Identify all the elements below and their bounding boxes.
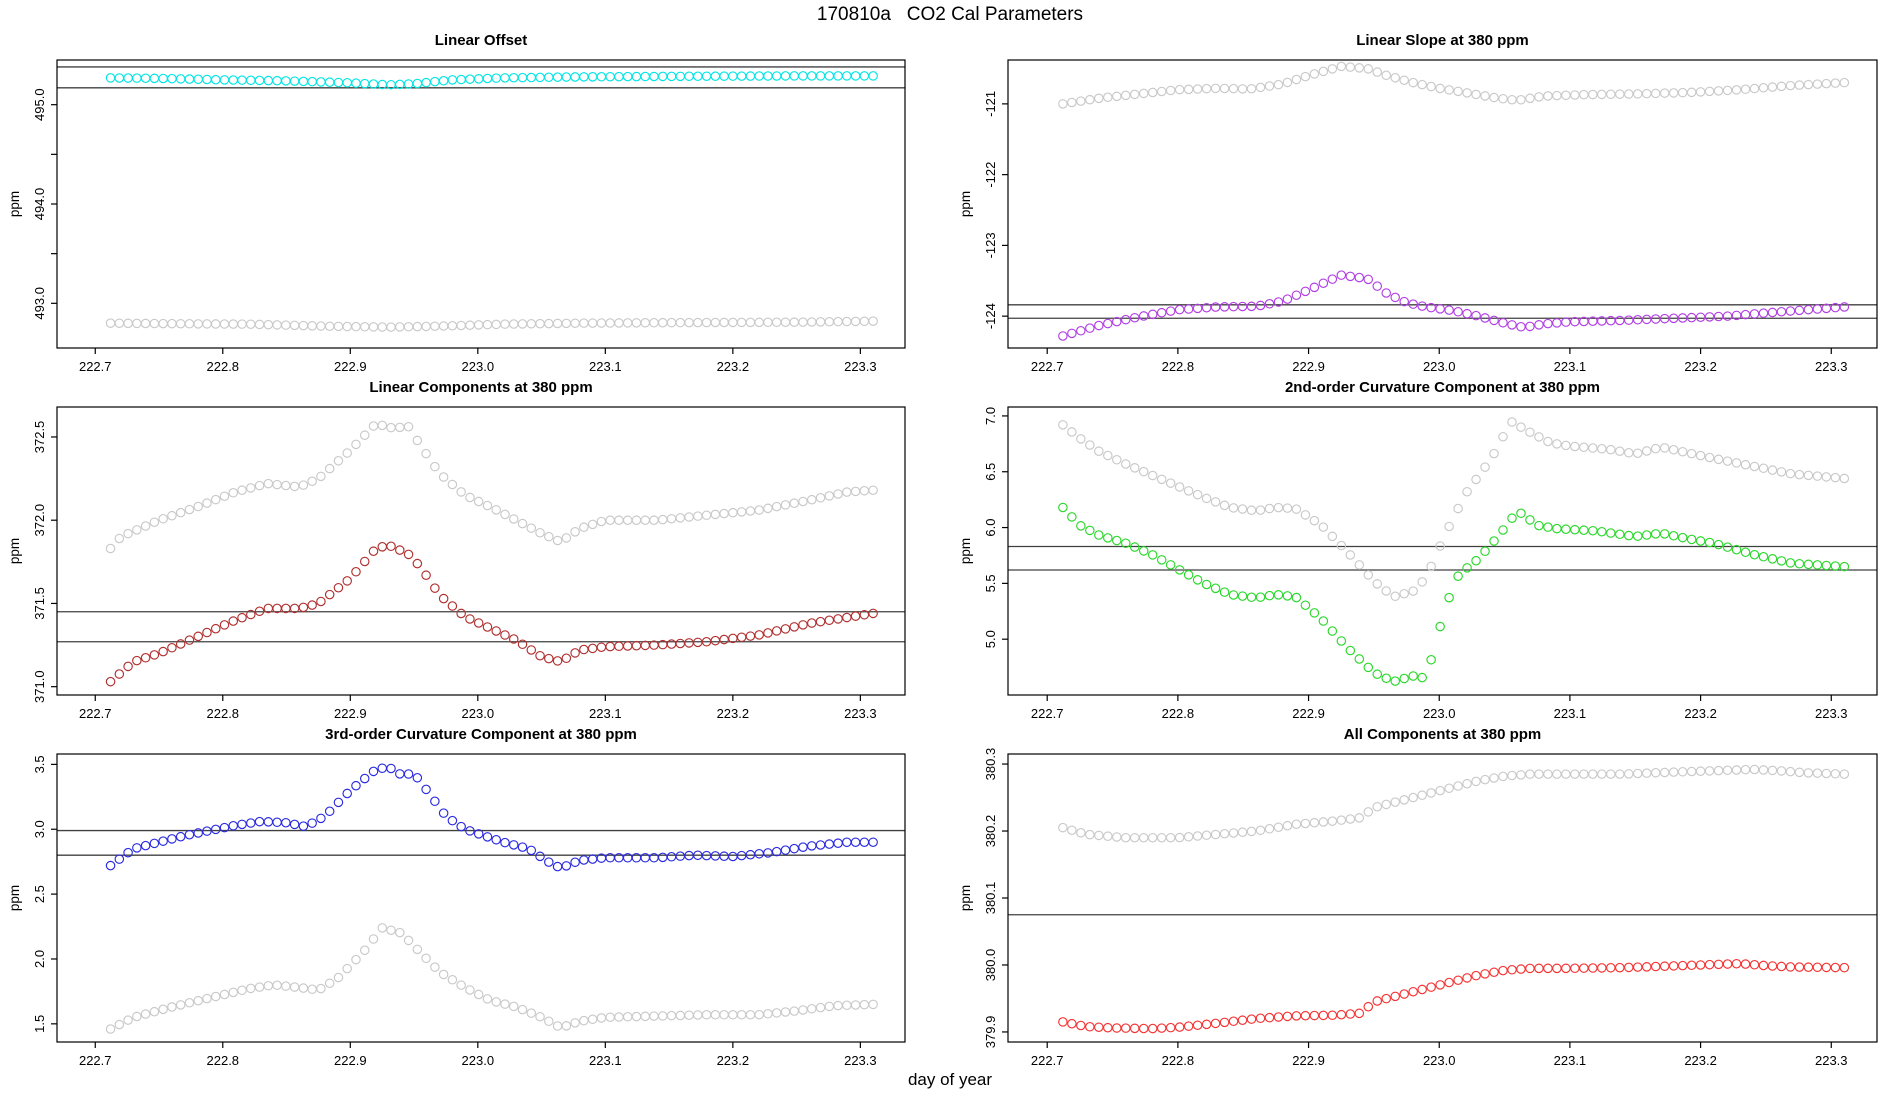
svg-text:ppm: ppm [7,885,22,911]
svg-text:223.0: 223.0 [1423,359,1456,374]
svg-text:223.2: 223.2 [1684,359,1717,374]
panel-title: Linear Slope at 380 ppm [1356,32,1529,49]
svg-text:2.5: 2.5 [32,885,47,903]
linear-offset-chart: 222.7 222.8 222.9 223.0 223.1 223.2 223.3 493.0… [7,59,906,374]
svg-text:380.2: 380.2 [983,815,998,848]
svg-text:6.5: 6.5 [983,463,998,481]
svg-text:223.2: 223.2 [1684,706,1717,721]
svg-text:222.9: 222.9 [1292,1053,1325,1068]
svg-text:222.9: 222.9 [334,706,367,721]
svg-text:223.1: 223.1 [589,359,622,374]
svg-text:ppm: ppm [958,885,973,911]
svg-text:222.7: 222.7 [1031,359,1064,374]
panel-title: Linear Offset [434,32,528,49]
linear-slope-chart: 222.7 222.8 222.9 223.0 223.1 223.2 223.3 -124 -… [958,59,1878,374]
svg-text:223.0: 223.0 [462,706,495,721]
svg-text:223.2: 223.2 [717,359,750,374]
svg-text:223.3: 223.3 [1815,1053,1848,1068]
panel-title: Linear Components at 380 ppm [369,379,593,396]
svg-text:3.0: 3.0 [32,820,47,838]
svg-text:2.0: 2.0 [32,950,47,968]
figure-title: 170810a CO2 Cal Parameters [816,4,1084,25]
svg-text:223.0: 223.0 [462,1053,495,1068]
panel-2nd-order-curvature: 2nd-order Curvature Component at 380 ppm… [935,377,1895,729]
svg-text:380.0: 380.0 [983,949,998,982]
svg-text:371.5: 371.5 [32,587,47,620]
third-order-curvature-chart: 222.7 222.8 222.9 223.0 223.1 223.2 223.3 1.5 2.… [7,753,906,1068]
panel-title: 2nd-order Curvature Component at 380 ppm [1284,379,1601,396]
svg-text:222.7: 222.7 [1031,1053,1064,1068]
panel-linear-slope: Linear Slope at 380 ppm 222.7 222.8 222.9 2… [935,30,1895,382]
svg-text:493.0: 493.0 [32,287,47,320]
svg-text:223.2: 223.2 [717,1053,750,1068]
svg-text:223.1: 223.1 [589,1053,622,1068]
svg-text:ppm: ppm [958,538,973,564]
svg-text:-124: -124 [983,303,998,329]
svg-text:223.0: 223.0 [462,359,495,374]
linear-components-chart: 222.7 222.8 222.9 223.0 223.1 223.2 223.3 371.0… [7,406,906,721]
svg-text:222.8: 222.8 [207,706,240,721]
svg-text:1.5: 1.5 [32,1015,47,1033]
svg-text:5.0: 5.0 [983,630,998,648]
svg-text:371.0: 371.0 [32,670,47,703]
svg-text:223.3: 223.3 [844,1053,877,1068]
svg-text:222.8: 222.8 [1162,359,1195,374]
svg-text:223.0: 223.0 [1423,1053,1456,1068]
svg-text:223.1: 223.1 [1554,706,1587,721]
svg-text:222.7: 222.7 [79,1053,112,1068]
svg-text:372.5: 372.5 [32,421,47,454]
svg-text:222.8: 222.8 [1162,706,1195,721]
svg-text:223.3: 223.3 [1815,359,1848,374]
panel-linear-components: Linear Components at 380 ppm 222.7 222.8 2… [0,377,940,729]
svg-text:494.0: 494.0 [32,188,47,221]
second-order-curvature-chart: 222.7 222.8 222.9 223.0 223.1 223.2 223.3 5.0 5.… [958,406,1878,721]
svg-text:ppm: ppm [7,191,22,217]
svg-text:223.3: 223.3 [844,359,877,374]
svg-text:222.8: 222.8 [207,1053,240,1068]
svg-text:7.0: 7.0 [983,407,998,425]
svg-text:6.0: 6.0 [983,519,998,537]
svg-text:ppm: ppm [958,191,973,217]
svg-text:-123: -123 [983,232,998,258]
svg-text:223.3: 223.3 [1815,706,1848,721]
svg-text:222.9: 222.9 [334,1053,367,1068]
svg-text:223.3: 223.3 [844,706,877,721]
svg-text:222.9: 222.9 [1292,359,1325,374]
panel-title: All Components at 380 ppm [1343,726,1542,743]
panel-3rd-order-curvature: 3rd-order Curvature Component at 380 ppm… [0,724,940,1076]
panel-linear-offset: Linear Offset 222.7 222.8 222.9 223.0 223.1 2… [0,30,940,382]
svg-text:3.5: 3.5 [32,755,47,773]
x-axis-label: day of year [907,1070,993,1089]
svg-text:ppm: ppm [7,538,22,564]
svg-text:222.8: 222.8 [1162,1053,1195,1068]
svg-text:222.7: 222.7 [79,359,112,374]
svg-text:223.0: 223.0 [1423,706,1456,721]
svg-text:222.8: 222.8 [207,359,240,374]
svg-text:-122: -122 [983,162,998,188]
svg-text:495.0: 495.0 [32,88,47,121]
svg-text:380.3: 380.3 [983,748,998,781]
svg-text:223.2: 223.2 [1684,1053,1717,1068]
svg-text:223.1: 223.1 [589,706,622,721]
svg-text:380.1: 380.1 [983,882,998,915]
svg-text:223.1: 223.1 [1554,359,1587,374]
svg-text:222.7: 222.7 [1031,706,1064,721]
svg-text:379.9: 379.9 [983,1016,998,1049]
panel-all-components: All Components at 380 ppm 222.7 222.8 222.… [935,724,1895,1076]
all-components-chart: 222.7 222.8 222.9 223.0 223.1 223.2 223.3 379.9… [958,748,1878,1068]
svg-text:-121: -121 [983,91,998,117]
svg-text:5.5: 5.5 [983,574,998,592]
svg-text:223.2: 223.2 [717,706,750,721]
svg-text:372.0: 372.0 [32,504,47,537]
svg-text:222.9: 222.9 [1292,706,1325,721]
svg-text:223.1: 223.1 [1554,1053,1587,1068]
panel-title: 3rd-order Curvature Component at 380 ppm [325,726,637,743]
svg-text:222.9: 222.9 [334,359,367,374]
svg-text:222.7: 222.7 [79,706,112,721]
